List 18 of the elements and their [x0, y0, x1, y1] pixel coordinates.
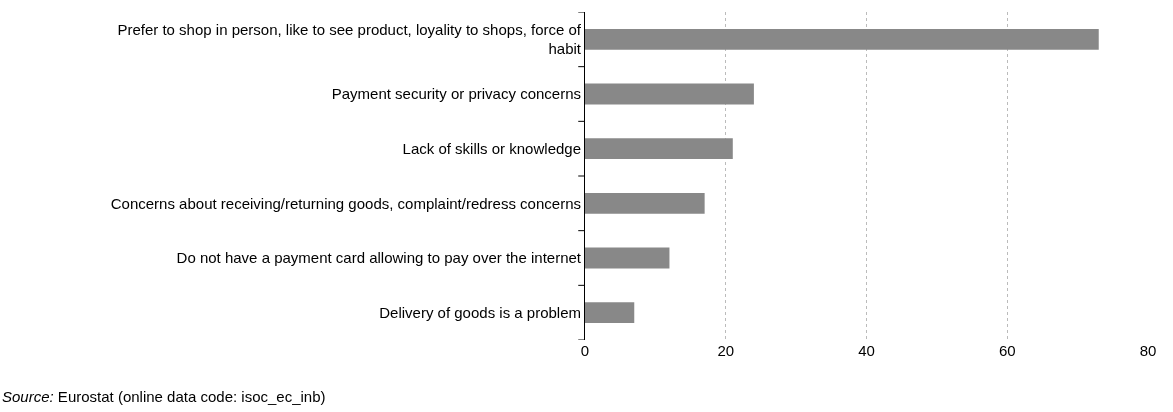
x-tick-label: 80 — [1139, 342, 1157, 359]
bar — [585, 138, 733, 160]
y-tick-label: Delivery of goods is a problem — [379, 303, 581, 321]
y-tick-label: Lack of skills or knowledge — [402, 139, 581, 157]
source-note: Source: Eurostat (online data code: isoc_ec_inb) — [2, 388, 326, 405]
bar — [585, 247, 670, 269]
x-tick-label: 60 — [998, 342, 1016, 359]
bar — [585, 302, 635, 324]
bar — [585, 83, 754, 105]
y-tick-label: Do not have a payment card allowing to pay over the internet — [176, 249, 582, 267]
x-tick-label: 20 — [717, 342, 735, 359]
y-tick-label: Payment security or privacy concerns — [331, 85, 581, 103]
bar — [585, 28, 1099, 50]
x-tick-label: 40 — [858, 342, 875, 359]
y-tick-label: Prefer to shop in person, like to see product, loyality to shops, force of habit — [117, 20, 582, 58]
y-tick-label: Concerns about receiving/returning goods, complaint/redress concerns — [110, 194, 581, 212]
bar — [585, 192, 705, 214]
x-tick-label: 0 — [580, 342, 590, 359]
